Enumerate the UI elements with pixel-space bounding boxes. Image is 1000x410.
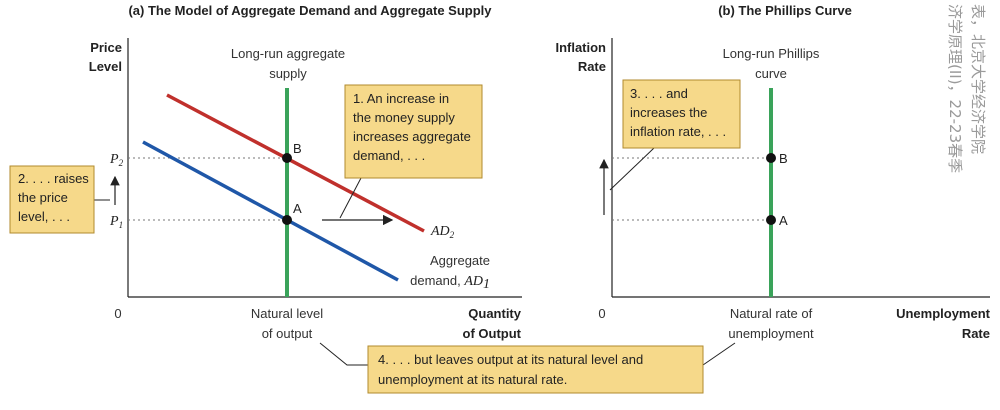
natural-rate-line1: Natural rate of xyxy=(730,306,813,321)
ad1-label-line1: Aggregate xyxy=(430,253,490,268)
callout-4-line2: unemployment at its natural rate. xyxy=(378,372,567,387)
callout-2-line2: the price xyxy=(18,190,68,205)
natural-level-line1: Natural level xyxy=(251,306,323,321)
panel-b-y-label-line1: Inflation xyxy=(555,40,606,55)
callout-3-line1: 3. . . . and xyxy=(630,86,688,101)
phillips-point-b-label: B xyxy=(779,151,788,166)
ad2-label: AD2 xyxy=(430,224,455,240)
p1-label: P1 xyxy=(109,214,123,230)
callout-2-line1: 2. . . . raises xyxy=(18,171,89,186)
callout-4-pointer-left xyxy=(319,342,368,366)
watermark: 表，北京大学经济学院 济学原理(II)，22-23春季 xyxy=(946,4,987,173)
phillips-point-a-label: A xyxy=(779,213,788,228)
natural-level-line2: of output xyxy=(262,326,313,341)
callout-2-line3: level, . . . xyxy=(18,209,70,224)
ad1-label-line2: demand, AD1 xyxy=(410,273,490,292)
lras-label-line2: supply xyxy=(269,66,307,81)
callout-1-line2: the money supply xyxy=(353,110,455,125)
panel-a-x-label-line1: Quantity xyxy=(468,306,521,321)
panel-b-title: (b) The Phillips Curve xyxy=(718,3,852,18)
callout-2-box xyxy=(9,165,95,234)
panel-a-y-label-line1: Price xyxy=(90,40,122,55)
natural-rate-line2: unemployment xyxy=(728,326,814,341)
callout-1-line1: 1. An increase in xyxy=(353,91,449,106)
panel-b-y-label-line2: Rate xyxy=(578,59,606,74)
ad2-curve xyxy=(166,93,425,233)
panel-b-origin: 0 xyxy=(598,306,605,321)
callout-1-line3: increases aggregate xyxy=(353,129,471,144)
callout-3-line2: increases the xyxy=(630,105,707,120)
lrpc-label-line2: curve xyxy=(755,66,787,81)
watermark-col1: 表，北京大学经济学院 xyxy=(969,4,987,154)
panel-a: (a) The Model of Aggregate Demand and Ag… xyxy=(9,3,522,341)
callout-4-pointer-right xyxy=(702,342,736,366)
point-a-label: A xyxy=(293,201,302,216)
phillips-point-a-dot xyxy=(766,215,776,225)
panel-b: (b) The Phillips Curve Inflation Rate Un… xyxy=(555,3,990,341)
callout-4-line1: 4. . . . but leaves output at its natura… xyxy=(378,352,643,367)
ad1-curve xyxy=(142,140,399,282)
callout-3-line3: inflation rate, . . . xyxy=(630,124,726,139)
callout-4: 4. . . . but leaves output at its natura… xyxy=(319,342,736,394)
callout-3-pointer xyxy=(609,147,655,191)
panel-a-title: (a) The Model of Aggregate Demand and Ag… xyxy=(128,3,492,18)
point-a-dot xyxy=(282,215,292,225)
callout-1-line4: demand, . . . xyxy=(353,148,425,163)
point-b-label: B xyxy=(293,141,302,156)
phillips-point-b-dot xyxy=(766,153,776,163)
callout-3-box xyxy=(622,79,741,149)
panel-a-origin: 0 xyxy=(114,306,121,321)
watermark-col2: 济学原理(II)，22-23春季 xyxy=(946,4,964,173)
panel-b-x-label-line1: Unemployment xyxy=(896,306,991,321)
lras-label-line1: Long-run aggregate xyxy=(231,46,345,61)
p2-label: P2 xyxy=(109,152,124,168)
lrpc-label-line1: Long-run Phillips xyxy=(723,46,820,61)
point-b-dot xyxy=(282,153,292,163)
panel-b-x-label-line2: Rate xyxy=(962,326,990,341)
callout-1-pointer xyxy=(339,177,362,219)
callout-1-box xyxy=(344,84,483,179)
callout-4-box xyxy=(367,345,704,394)
panel-a-x-label-line2: of Output xyxy=(463,326,522,341)
panel-a-y-label-line2: Level xyxy=(89,59,122,74)
